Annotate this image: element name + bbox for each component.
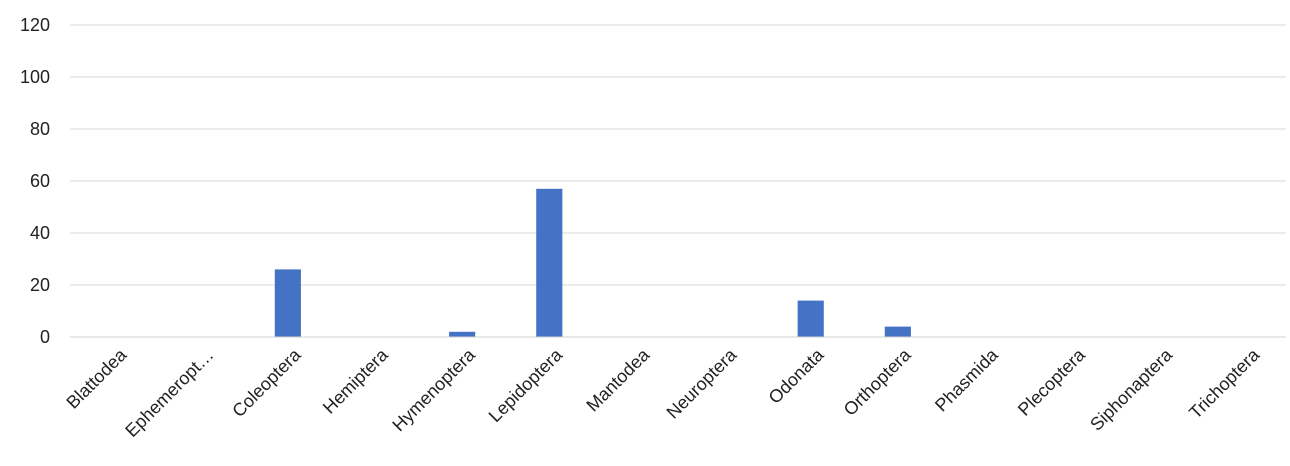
x-tick-label: Odonata xyxy=(765,344,829,408)
gridlines xyxy=(70,24,1286,286)
x-tick-label: Mantodea xyxy=(583,344,654,415)
y-tick-label: 40 xyxy=(30,223,50,243)
x-tick-label: Hemiptera xyxy=(319,344,393,418)
x-tick-label: Phasmida xyxy=(931,344,1002,415)
x-tick-label: Blattodea xyxy=(62,344,131,413)
x-tick-label: Trichoptera xyxy=(1185,344,1264,423)
y-tick-label: 20 xyxy=(30,275,50,295)
x-tick-label: Siphonaptera xyxy=(1086,344,1177,435)
bar-odonata xyxy=(797,300,824,337)
y-tick-label: 60 xyxy=(30,171,50,191)
y-axis-tick-labels: 0 20 40 60 80 100 120 xyxy=(20,15,50,347)
y-tick-label: 100 xyxy=(20,67,50,87)
y-tick-label: 80 xyxy=(30,119,50,139)
y-tick-label: 120 xyxy=(20,15,50,35)
bar-lepidoptera xyxy=(536,188,563,337)
x-tick-label: Plecoptera xyxy=(1014,344,1090,420)
x-tick-label: Neuroptera xyxy=(663,344,742,423)
y-tick-label: 0 xyxy=(40,327,50,347)
x-tick-label: Coleoptera xyxy=(228,344,305,421)
bar-coleoptera xyxy=(274,269,301,337)
bar-orthoptera xyxy=(884,326,911,337)
bars xyxy=(274,188,911,337)
x-tick-label: Ephemeropt… xyxy=(121,345,217,441)
x-tick-label: Orthoptera xyxy=(840,344,916,420)
x-tick-label: Hymenoptera xyxy=(388,344,479,435)
bar-hymenoptera xyxy=(449,331,476,337)
x-tick-label: Lepidoptera xyxy=(485,344,567,426)
